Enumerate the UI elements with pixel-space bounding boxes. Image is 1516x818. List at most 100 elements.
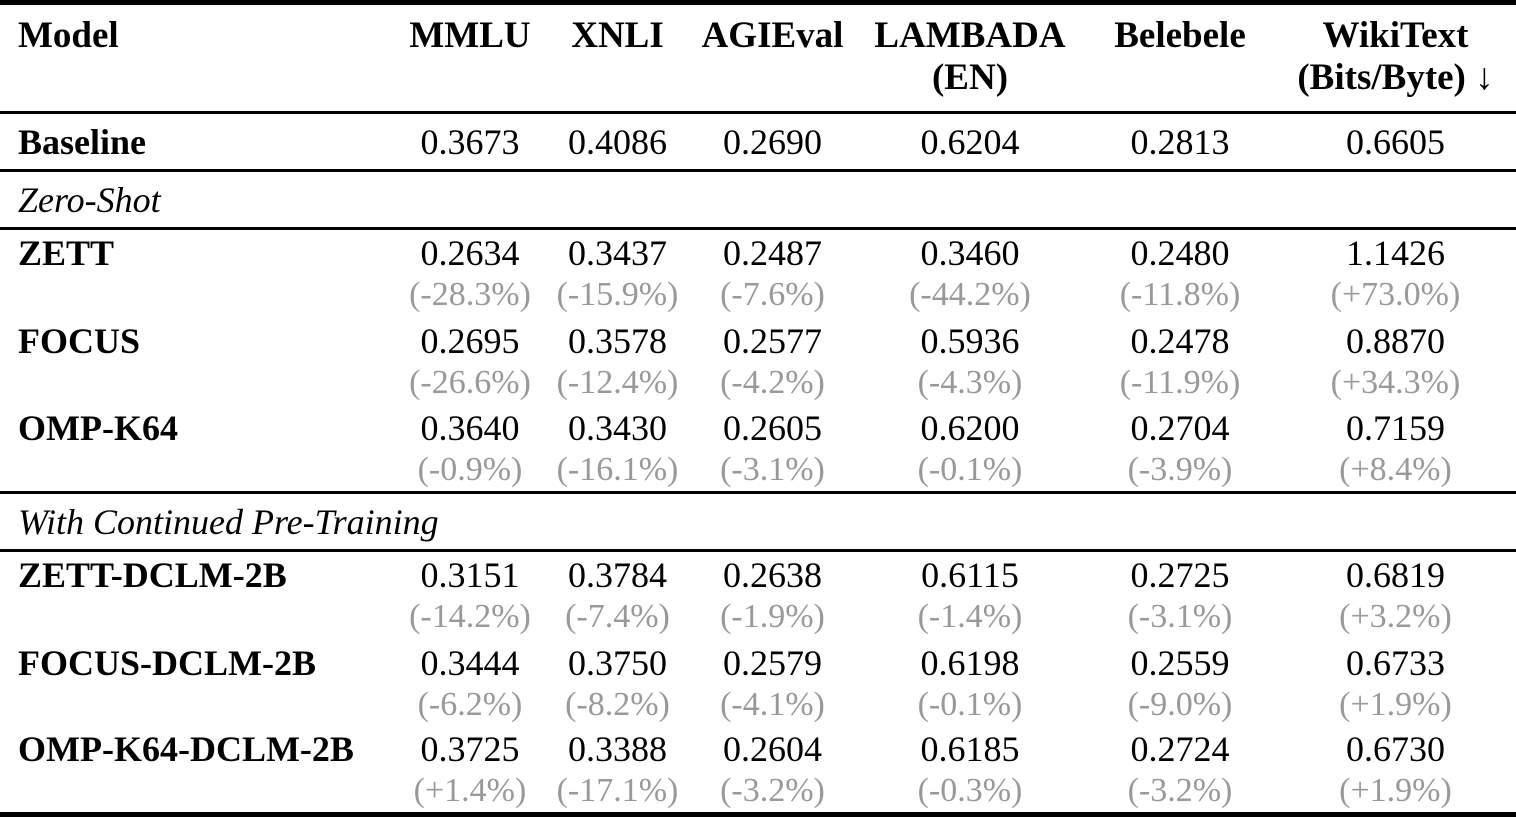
focus-dclm-2b-xnli-value: 0.3750 xyxy=(568,642,667,683)
omp-k64-xnli-cell: 0.3430 (-16.1%) xyxy=(545,405,690,493)
model-label-omp-k64: OMP-K64 xyxy=(18,407,178,448)
omp-k64-dclm-2b-lambada-value: 0.6185 xyxy=(920,729,1020,770)
omp-k64-dclm-2b-xnli-cell: 0.3388 (-17.1%) xyxy=(545,727,690,815)
omp-k64-dclm-2b-belebele-cell: 0.2724 (-3.2%) xyxy=(1085,727,1275,815)
omp-k64-xnli-value: 0.3430 xyxy=(568,407,667,448)
focus-dclm-2b-lambada-delta: (-0.1%) xyxy=(917,685,1023,723)
omp-k64-dclm-2b-belebele-delta: (-3.2%) xyxy=(1127,772,1233,810)
omp-k64-lambada-cell: 0.6200 (-0.1%) xyxy=(855,405,1085,493)
focus-dclm-2b-mmlu-value: 0.3444 xyxy=(420,642,520,683)
zett-xnli-delta: (-15.9%) xyxy=(556,276,679,314)
zett-dclm-2b-lambada-value: 0.6115 xyxy=(921,555,1019,596)
table-row-focus-dclm-2b: FOCUS-DCLM-2B 0.3444 (-6.2%) 0.3750 (-8.… xyxy=(0,639,1516,727)
zett-dclm-2b-wikitext-delta: (+3.2%) xyxy=(1339,598,1452,636)
focus-xnli-value: 0.3578 xyxy=(568,320,667,361)
model-delta-spacer xyxy=(18,275,395,315)
column-header-lambada-label: LAMBADA xyxy=(874,15,1066,56)
section-row-continued-pretraining: With Continued Pre-Training xyxy=(0,492,1516,551)
focus-wikitext-delta: (+34.3%) xyxy=(1330,363,1461,401)
omp-k64-dclm-2b-agieval-delta: (-3.2%) xyxy=(720,772,825,810)
focus-dclm-2b-wikitext-cell: 0.6733 (+1.9%) xyxy=(1275,639,1516,727)
zett-dclm-2b-mmlu-delta: (-14.2%) xyxy=(409,598,531,636)
omp-k64-dclm-2b-xnli-value: 0.3388 xyxy=(568,729,667,770)
zett-mmlu-delta: (-28.3%) xyxy=(409,276,531,314)
model-cell-omp-k64: OMP-K64 xyxy=(0,405,395,493)
focus-dclm-2b-mmlu-cell: 0.3444 (-6.2%) xyxy=(395,639,545,727)
zett-xnli-cell: 0.3437 (-15.9%) xyxy=(545,229,690,317)
baseline-wikitext-value: 0.6605 xyxy=(1346,121,1445,162)
focus-dclm-2b-wikitext-value: 0.6733 xyxy=(1346,642,1445,683)
model-delta-spacer xyxy=(18,450,395,490)
omp-k64-dclm-2b-wikitext-cell: 0.6730 (+1.9%) xyxy=(1275,727,1516,815)
zett-dclm-2b-agieval-value: 0.2638 xyxy=(723,555,822,596)
zett-belebele-cell: 0.2480 (-11.8%) xyxy=(1085,229,1275,317)
omp-k64-wikitext-cell: 0.7159 (+8.4%) xyxy=(1275,405,1516,493)
baseline-belebele-value: 0.2813 xyxy=(1130,121,1230,162)
focus-dclm-2b-agieval-value: 0.2579 xyxy=(723,642,822,683)
zett-agieval-cell: 0.2487 (-7.6%) xyxy=(690,229,855,317)
omp-k64-dclm-2b-belebele-value: 0.2724 xyxy=(1130,729,1230,770)
focus-dclm-2b-belebele-value: 0.2559 xyxy=(1130,642,1230,683)
omp-k64-belebele-cell: 0.2704 (-3.9%) xyxy=(1085,405,1275,493)
model-cell-focus-dclm-2b: FOCUS-DCLM-2B xyxy=(0,639,395,727)
focus-dclm-2b-wikitext-delta: (+1.9%) xyxy=(1339,685,1452,723)
focus-mmlu-value: 0.2695 xyxy=(420,320,520,361)
column-header-model: Model xyxy=(18,15,119,56)
model-label-omp-k64-dclm-2b: OMP-K64-DCLM-2B xyxy=(18,729,354,770)
column-header-belebele-label: Belebele xyxy=(1114,15,1246,56)
zett-mmlu-value: 0.2634 xyxy=(420,233,520,274)
omp-k64-mmlu-delta: (-0.9%) xyxy=(417,450,523,488)
omp-k64-dclm-2b-wikitext-value: 0.6730 xyxy=(1346,729,1445,770)
zett-wikitext-delta: (+73.0%) xyxy=(1330,276,1461,314)
zett-dclm-2b-wikitext-cell: 0.6819 (+3.2%) xyxy=(1275,551,1516,639)
zett-dclm-2b-lambada-delta: (-1.4%) xyxy=(917,598,1023,636)
omp-k64-agieval-value: 0.2605 xyxy=(723,407,822,448)
zett-dclm-2b-wikitext-value: 0.6819 xyxy=(1346,555,1445,596)
table-row-omp-k64: OMP-K64 0.3640 (-0.9%) 0.3430 (-16.1%) 0… xyxy=(0,405,1516,493)
zett-lambada-value: 0.3460 xyxy=(920,233,1020,274)
omp-k64-wikitext-value: 0.7159 xyxy=(1346,407,1445,448)
table-row-omp-k64-dclm-2b: OMP-K64-DCLM-2B 0.3725 (+1.4%) 0.3388 (-… xyxy=(0,727,1516,815)
zett-dclm-2b-belebele-value: 0.2725 xyxy=(1130,555,1230,596)
focus-dclm-2b-lambada-cell: 0.6198 (-0.1%) xyxy=(855,639,1085,727)
table-row-zett: ZETT 0.2634 (-28.3%) 0.3437 (-15.9%) 0.2… xyxy=(0,229,1516,317)
omp-k64-xnli-delta: (-16.1%) xyxy=(556,450,679,488)
column-header-xnli-label: XNLI xyxy=(571,15,664,56)
column-header-wikitext: WikiText (Bits/Byte) ↓ xyxy=(1275,3,1516,113)
focus-agieval-value: 0.2577 xyxy=(723,320,822,361)
zett-dclm-2b-mmlu-value: 0.3151 xyxy=(420,555,520,596)
focus-dclm-2b-lambada-value: 0.6198 xyxy=(920,642,1020,683)
omp-k64-agieval-cell: 0.2605 (-3.1%) xyxy=(690,405,855,493)
column-header-belebele: Belebele xyxy=(1085,3,1275,113)
zett-agieval-value: 0.2487 xyxy=(723,233,822,274)
focus-belebele-value: 0.2478 xyxy=(1130,320,1230,361)
table-row-baseline: Baseline 0.3673 0.4086 0.2690 0.6204 0.2… xyxy=(0,113,1516,171)
table-row-focus: FOCUS 0.2695 (-26.6%) 0.3578 (-12.4%) 0.… xyxy=(0,317,1516,405)
omp-k64-agieval-delta: (-3.1%) xyxy=(720,450,825,488)
focus-wikitext-cell: 0.8870 (+34.3%) xyxy=(1275,317,1516,405)
model-delta-spacer xyxy=(18,771,395,811)
focus-dclm-2b-mmlu-delta: (-6.2%) xyxy=(417,685,523,723)
focus-dclm-2b-xnli-delta: (-8.2%) xyxy=(565,685,670,723)
focus-dclm-2b-belebele-cell: 0.2559 (-9.0%) xyxy=(1085,639,1275,727)
omp-k64-dclm-2b-lambada-delta: (-0.3%) xyxy=(917,772,1023,810)
omp-k64-mmlu-cell: 0.3640 (-0.9%) xyxy=(395,405,545,493)
focus-mmlu-cell: 0.2695 (-26.6%) xyxy=(395,317,545,405)
omp-k64-dclm-2b-xnli-delta: (-17.1%) xyxy=(556,772,679,810)
column-header-agieval: AGIEval xyxy=(690,3,855,113)
column-header-mmlu: MMLU xyxy=(395,3,545,113)
table-row-zett-dclm-2b: ZETT-DCLM-2B 0.3151 (-14.2%) 0.3784 (-7.… xyxy=(0,551,1516,639)
omp-k64-lambada-delta: (-0.1%) xyxy=(917,450,1023,488)
model-delta-spacer xyxy=(18,363,395,403)
focus-dclm-2b-agieval-delta: (-4.1%) xyxy=(720,685,825,723)
focus-mmlu-delta: (-26.6%) xyxy=(409,363,531,401)
baseline-xnli-value: 0.4086 xyxy=(568,121,667,162)
zett-dclm-2b-belebele-cell: 0.2725 (-3.1%) xyxy=(1085,551,1275,639)
model-cell-focus: FOCUS xyxy=(0,317,395,405)
section-title-zero-shot: Zero-Shot xyxy=(18,179,161,220)
zett-dclm-2b-xnli-value: 0.3784 xyxy=(568,555,667,596)
model-delta-spacer xyxy=(18,597,395,637)
focus-dclm-2b-belebele-delta: (-9.0%) xyxy=(1127,685,1233,723)
focus-dclm-2b-xnli-cell: 0.3750 (-8.2%) xyxy=(545,639,690,727)
